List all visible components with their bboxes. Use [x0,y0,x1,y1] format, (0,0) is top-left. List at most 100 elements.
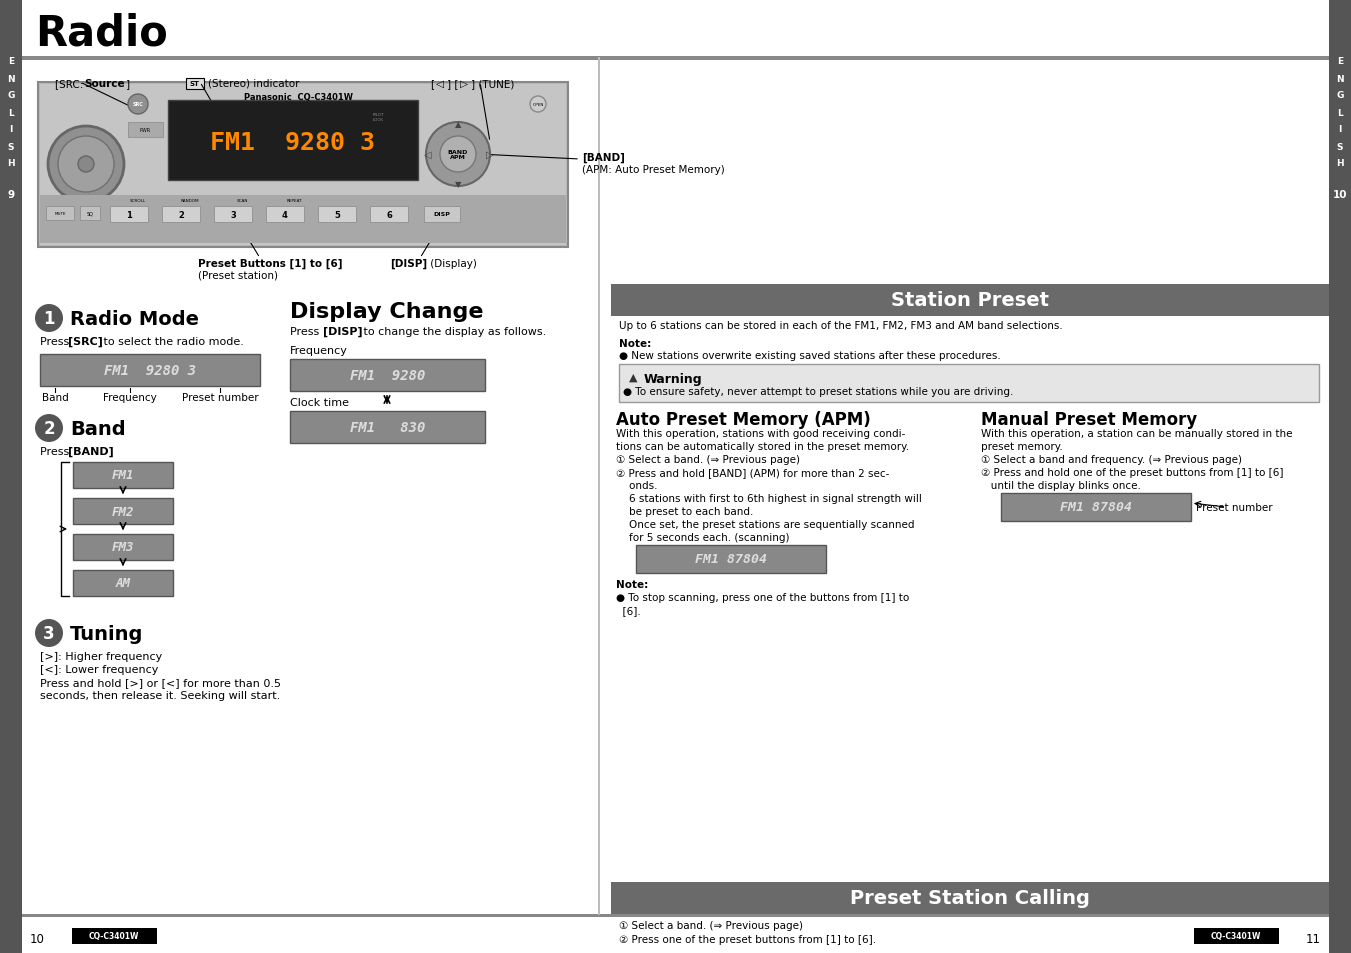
Text: BAND
APM: BAND APM [447,150,469,160]
Text: CQ-C3401W: CQ-C3401W [89,931,139,941]
Text: Auto Preset Memory (APM): Auto Preset Memory (APM) [616,411,871,429]
Bar [611,882,1329,914]
Bar [73,571,173,597]
Text: [DISP]: [DISP] [323,327,362,337]
Text: FM1 87804: FM1 87804 [694,553,767,566]
Bar [162,207,200,223]
Bar [72,928,157,944]
Bar [290,412,485,443]
Text: N: N [1336,74,1344,84]
Text: Press and hold [>] or [<] for more than 0.5: Press and hold [>] or [<] for more than … [41,678,281,687]
Text: FM1: FM1 [112,469,134,482]
Bar [424,207,459,223]
Text: Manual Preset Memory: Manual Preset Memory [981,411,1197,429]
Text: FM1 87804: FM1 87804 [1061,501,1132,514]
Text: DISP: DISP [434,213,450,217]
Text: Panasonic  CQ-C3401W: Panasonic CQ-C3401W [243,92,353,102]
Text: H: H [7,159,15,169]
Bar [266,207,304,223]
Text: CQ-C3401W: CQ-C3401W [1210,931,1262,941]
Text: 1: 1 [126,211,132,219]
Text: (Display): (Display) [427,258,477,269]
Text: FM1   830: FM1 830 [350,420,426,435]
Bar [109,207,149,223]
Text: Once set, the preset stations are sequentially scanned: Once set, the preset stations are sequen… [616,519,915,530]
Text: Press: Press [290,327,323,336]
Text: ● New stations overwrite existing saved stations after these procedures.: ● New stations overwrite existing saved … [619,351,1001,360]
Text: ② Press and hold [BAND] (APM) for more than 2 sec-: ② Press and hold [BAND] (APM) for more t… [616,468,889,477]
Text: (Stereo) indicator: (Stereo) indicator [208,79,300,89]
Text: 3: 3 [43,624,55,642]
Circle shape [78,157,95,172]
Text: S: S [1336,142,1343,152]
Circle shape [440,137,476,172]
Text: Radio: Radio [35,12,168,54]
Text: 10: 10 [1332,190,1347,200]
Text: Band: Band [70,419,126,438]
Text: 3: 3 [230,211,236,219]
Bar [38,83,567,248]
Text: [>]: Higher frequency: [>]: Higher frequency [41,651,162,661]
Text: Preset Buttons [1] to [6]: Preset Buttons [1] to [6] [199,258,343,269]
Text: [6].: [6]. [616,605,640,616]
Bar [598,58,600,915]
Text: N: N [7,74,15,84]
Text: ▲: ▲ [628,373,638,382]
Bar [41,195,566,244]
Text: Frequency: Frequency [290,346,347,355]
Text: PILOT
LOCK: PILOT LOCK [373,112,384,121]
Text: [<]: Lower frequency: [<]: Lower frequency [41,664,158,675]
Text: [DISP]: [DISP] [390,258,427,269]
Bar [41,85,566,246]
Circle shape [58,137,113,193]
Text: H: H [1336,159,1344,169]
Text: ◁: ◁ [436,79,444,89]
Text: ]: ] [126,79,130,89]
Text: seconds, then release it. Seeking will start.: seconds, then release it. Seeking will s… [41,690,280,700]
Text: onds.: onds. [616,480,658,491]
Bar [73,462,173,489]
Bar [0,0,22,953]
Text: [SRC:: [SRC: [55,79,86,89]
Bar [619,365,1319,402]
Text: ▷: ▷ [486,150,493,160]
Bar [22,57,1329,61]
Bar [128,123,163,138]
Bar [186,79,204,90]
Text: G: G [1336,91,1344,100]
Bar [290,359,485,392]
Text: FM1  9280 3: FM1 9280 3 [211,131,376,154]
Text: [SRC]: [SRC] [68,336,103,347]
Text: 6 stations with first to 6th highest in signal strength will: 6 stations with first to 6th highest in … [616,494,921,503]
Text: [: [ [430,79,434,89]
Text: FM1  9280: FM1 9280 [350,369,426,382]
Text: MUTE: MUTE [54,212,66,215]
Text: 5: 5 [334,211,340,219]
Text: Station Preset: Station Preset [892,292,1048,310]
Text: 9: 9 [8,190,15,200]
Text: PWR: PWR [139,128,150,132]
Text: be preset to each band.: be preset to each band. [616,506,754,517]
Text: ● To ensure safety, never attempt to preset stations while you are driving.: ● To ensure safety, never attempt to pre… [623,387,1013,396]
Circle shape [128,95,149,115]
Circle shape [35,619,63,647]
Bar [80,207,100,221]
Text: ] [: ] [ [447,79,458,89]
Text: 2: 2 [43,419,55,437]
Text: .: . [109,447,113,456]
Bar [73,535,173,560]
Text: ② Press one of the preset buttons from [1] to [6].: ② Press one of the preset buttons from [… [619,934,877,944]
Text: (APM: Auto Preset Memory): (APM: Auto Preset Memory) [582,165,724,174]
Bar [1194,928,1279,944]
Text: to change the display as follows.: to change the display as follows. [359,327,546,336]
Text: S: S [8,142,15,152]
Text: AM: AM [115,577,131,590]
Bar [168,101,417,181]
Text: ST: ST [190,81,200,88]
Text: Note:: Note: [616,579,648,589]
Text: ▲: ▲ [455,120,461,130]
Text: G: G [7,91,15,100]
Text: 10: 10 [30,933,45,945]
Text: E: E [8,57,14,67]
Text: I: I [1339,126,1342,134]
